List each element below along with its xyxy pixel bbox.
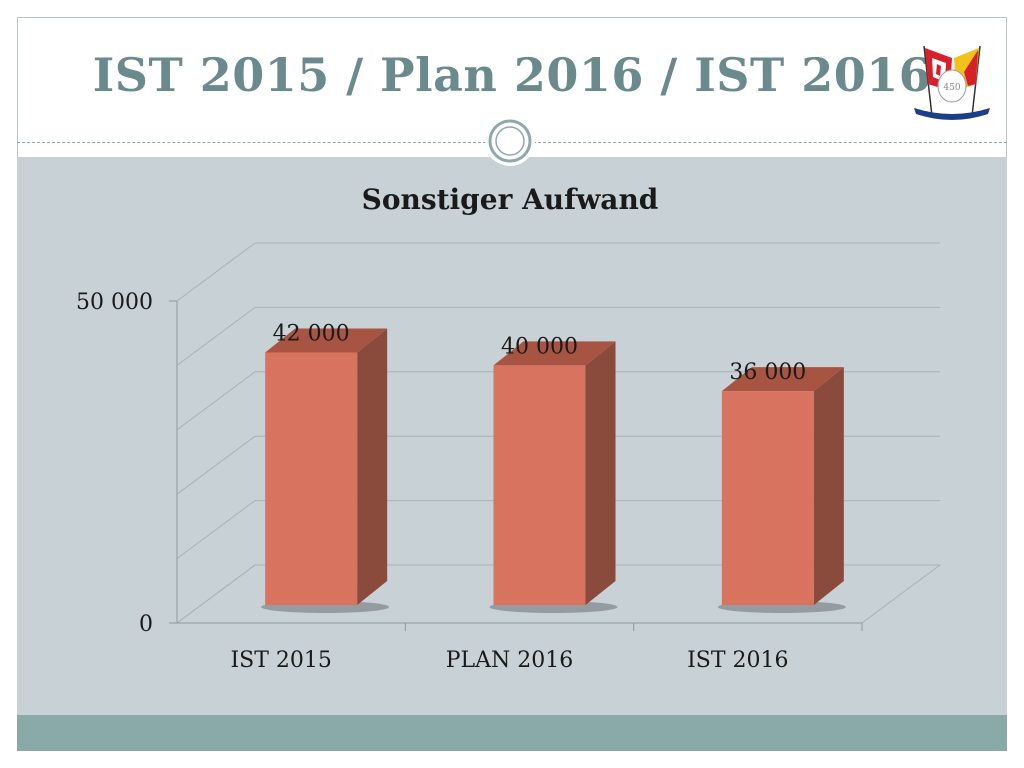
bar-side (357, 328, 388, 605)
y-tick-label: 0 (139, 612, 153, 637)
bar (265, 352, 358, 605)
svg-text:450: 450 (943, 83, 960, 93)
bar-top (721, 367, 844, 392)
flags-crest-icon: 450 (914, 45, 990, 120)
gridline-diagonal (176, 242, 256, 302)
data-label: 36 000 (729, 360, 806, 385)
bar (493, 365, 586, 605)
data-label: 40 000 (501, 334, 578, 359)
gridline-diagonal (176, 435, 256, 495)
x-tick-label: PLAN 2016 (446, 648, 574, 673)
slide-title: IST 2015 / Plan 2016 / IST 2016 (92, 48, 932, 102)
bar-side (585, 341, 616, 605)
bar (721, 391, 814, 605)
chart-labels: 0 50 000 42 000 IST 2015 40 000 PLAN 2016 36 0… (76, 290, 806, 673)
bar-chart: Sonstiger Aufwand 0 50 000 42 000 IST 2015 4… (76, 183, 942, 673)
bar-side (813, 367, 844, 605)
y-tick-label: 50 000 (76, 290, 153, 315)
ring-icon (485, 116, 535, 166)
bar-top (265, 328, 388, 353)
gridline-diagonal (176, 306, 256, 366)
gridline-diagonal (176, 371, 256, 431)
gridline-diagonal (176, 500, 256, 560)
x-tick-label: IST 2015 (230, 648, 331, 673)
chart-title: Sonstiger Aufwand (362, 183, 659, 216)
footer-bar (17, 715, 1007, 751)
chart-bars (261, 328, 846, 613)
data-label: 42 000 (273, 322, 350, 347)
x-tick-label: IST 2016 (687, 648, 788, 673)
bar-top (493, 341, 616, 366)
